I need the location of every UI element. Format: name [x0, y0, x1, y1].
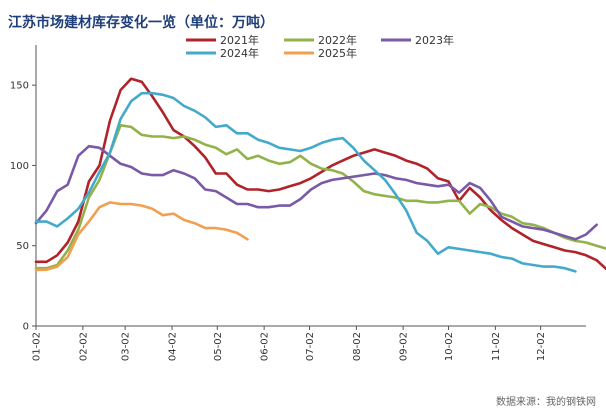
x-tick-label: 02-02: [78, 332, 89, 361]
y-tick-label: 100: [10, 161, 29, 172]
series-line-2025年: [34, 201, 249, 272]
legend: 2021年 2022年 2023年 2024年 2025年: [186, 33, 454, 60]
source-note: 数据来源：我的钢铁网: [496, 395, 596, 408]
x-tick-label: 11-02: [491, 332, 502, 361]
x-tick-label: 06-02: [260, 332, 271, 361]
x-tick-label: 01-02: [32, 332, 43, 361]
series-line-2021年: [34, 77, 606, 271]
legend-label: 2024年: [220, 46, 259, 60]
legend-label: 2022年: [318, 33, 357, 47]
x-tick-label: 07-02: [305, 332, 316, 361]
plot-area: [34, 77, 606, 273]
x-tick-label: 12-02: [536, 332, 547, 361]
x-tick-label: 04-02: [168, 332, 179, 361]
x-tick-label: 05-02: [213, 332, 224, 361]
axes: 0 50 100 150 01-02 02-02 03-02 04-02 05-02 06-02 0…: [10, 45, 586, 361]
series-line-2024年: [34, 91, 577, 273]
legend-label: 2021年: [220, 33, 259, 47]
x-tick-label: 09-02: [399, 332, 410, 361]
legend-label: 2023年: [415, 33, 454, 47]
y-tick-label: 50: [16, 241, 29, 252]
legend-label: 2025年: [318, 46, 357, 60]
x-tick-label: 10-02: [444, 332, 455, 361]
x-tick-label: 08-02: [352, 332, 363, 361]
y-tick-label: 0: [23, 322, 29, 333]
series-line-2022年: [34, 124, 606, 270]
chart-title: 江苏市场建材库存变化一览（单位：万吨）: [8, 14, 274, 31]
y-tick-label: 150: [10, 81, 29, 92]
series-line-2023年: [34, 144, 598, 241]
x-tick-label: 03-02: [121, 332, 132, 361]
